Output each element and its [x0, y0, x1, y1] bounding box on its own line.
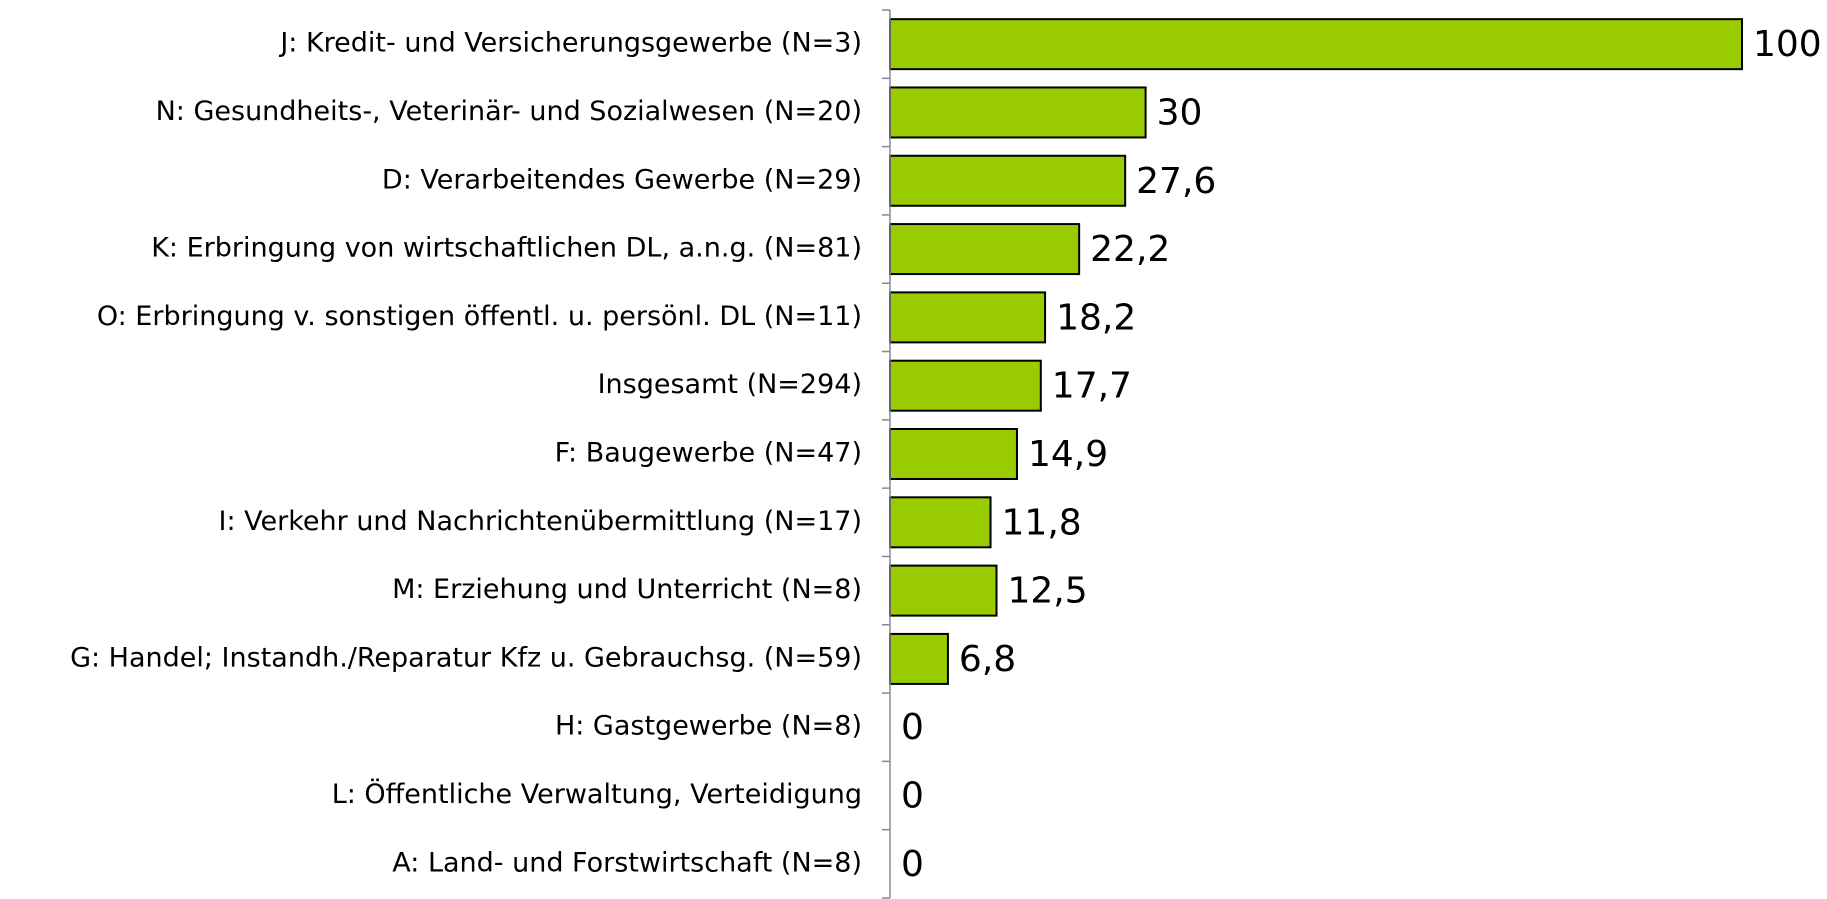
- category-label: L: Öffentliche Verwaltung, Verteidigung: [332, 778, 862, 810]
- bar: [889, 359, 1042, 412]
- category-label: M: Erziehung und Unterricht (N=8): [392, 574, 862, 605]
- bar: [889, 632, 949, 685]
- bar: [889, 223, 1081, 276]
- bar: [889, 86, 1147, 139]
- category-label: A: Land- und Forstwirtschaft (N=8): [392, 847, 862, 878]
- category-label: J: Kredit- und Versicherungsgewerbe (N=3…: [278, 28, 862, 59]
- bar: [889, 496, 992, 549]
- category-label: D: Verarbeitendes Gewerbe (N=29): [382, 164, 862, 195]
- category-label: H: Gastgewerbe (N=8): [555, 711, 862, 742]
- value-label: 0: [901, 844, 924, 885]
- bar: [889, 428, 1018, 480]
- value-label: 12,5: [1008, 571, 1088, 612]
- category-label: Insgesamt (N=294): [598, 369, 862, 400]
- value-label: 14,9: [1028, 434, 1108, 475]
- category-label: I: Verkehr und Nachrichtenübermittlung (…: [219, 506, 862, 537]
- value-label: 30: [1157, 92, 1203, 133]
- bar: [889, 18, 1743, 71]
- value-label: 27,6: [1136, 161, 1216, 202]
- category-label: N: Gesundheits-, Veterinär- und Sozialwe…: [156, 96, 862, 127]
- category-label: K: Erbringung von wirtschaftlichen DL, a…: [151, 233, 862, 264]
- bar: [889, 291, 1047, 344]
- value-label: 17,7: [1052, 366, 1132, 407]
- category-label: G: Handel; Instandh./Reparatur Kfz u. Ge…: [70, 642, 862, 673]
- value-label: 11,8: [1002, 502, 1082, 543]
- value-label: 0: [901, 776, 924, 817]
- bar: [889, 564, 998, 617]
- value-label: 22,2: [1090, 229, 1170, 270]
- value-label: 0: [901, 707, 924, 748]
- category-label: F: Baugewerbe (N=47): [555, 438, 862, 469]
- bar: [889, 154, 1127, 207]
- value-label: 6,8: [959, 639, 1016, 680]
- category-label: O: Erbringung v. sonstigen öffentl. u. p…: [97, 301, 862, 332]
- value-label: 100: [1753, 24, 1822, 65]
- value-label: 18,2: [1056, 297, 1136, 338]
